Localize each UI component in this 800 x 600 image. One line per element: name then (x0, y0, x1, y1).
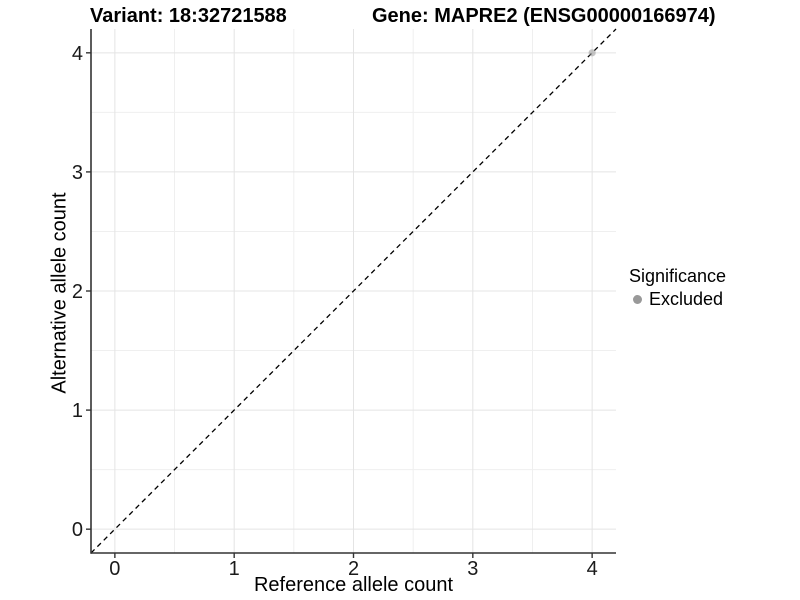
variant-title: Variant: 18:32721588 (90, 5, 287, 27)
x-tick-label: 1 (229, 558, 240, 580)
y-tick-label: 0 (72, 519, 83, 541)
x-tick-label: 2 (348, 558, 359, 580)
y-tick-label: 4 (72, 43, 83, 65)
gene-title: Gene: MAPRE2 (ENSG00000166974) (372, 5, 716, 27)
x-tick-label: 3 (467, 558, 478, 580)
y-tick-label: 1 (72, 400, 83, 422)
legend-item-excluded: Excluded (629, 289, 726, 310)
x-axis-title: Reference allele count (253, 574, 453, 596)
legend: Significance Excluded (629, 266, 726, 310)
y-axis-title: Alternative allele count (48, 192, 71, 394)
legend-title: Significance (629, 266, 727, 286)
y-tick-label: 2 (72, 281, 83, 303)
x-tick-label: 0 (109, 558, 120, 580)
y-tick-label: 3 (72, 162, 83, 184)
x-tick-label: 4 (587, 558, 598, 580)
legend-item-label: Excluded (649, 289, 724, 309)
identity-line (90, 28, 617, 554)
legend-point-icon (633, 295, 642, 304)
data-point (588, 49, 596, 57)
